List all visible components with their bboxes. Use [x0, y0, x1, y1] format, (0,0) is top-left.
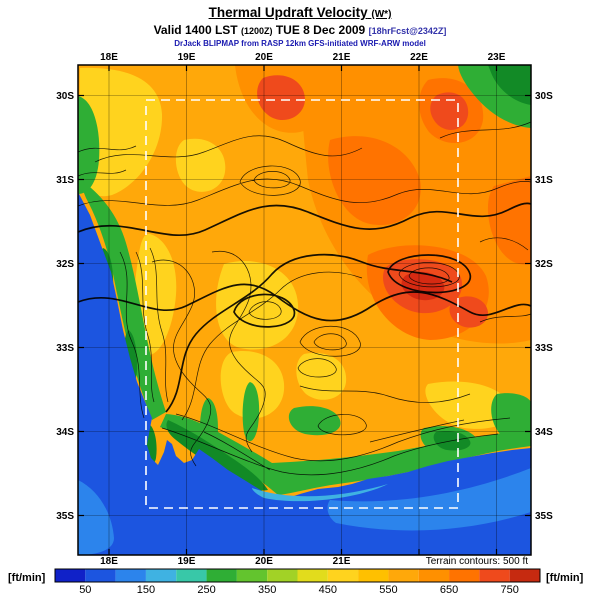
lat-label-left: 35S: [56, 511, 74, 522]
lat-label-left: 32S: [56, 259, 74, 270]
terrain-contour-note: Terrain contours: 500 ft: [426, 556, 528, 567]
ocean-cyan-band: [252, 484, 388, 502]
chart-header: Thermal Updraft Velocity (W*) Valid 1400…: [0, 5, 600, 49]
colorbar-segment: [55, 569, 86, 582]
colorbar-segment: [479, 569, 510, 582]
colorbar-tick-label: 650: [440, 584, 458, 596]
colorbar-segment: [327, 569, 359, 582]
lon-label-top: 20E: [255, 52, 273, 63]
chart-title: Thermal Updraft Velocity (W*): [0, 5, 600, 22]
colorbar-segment: [418, 569, 450, 582]
colorbar-segment: [267, 569, 298, 582]
inner-domain-box: [145, 99, 459, 509]
valid-time-line: Valid 1400 LST (1200Z) TUE 8 Dec 2009 [1…: [0, 23, 600, 38]
lon-label-top: 23E: [488, 52, 506, 63]
ocean-light-patches: [78, 468, 531, 555]
valid-z-time: (1200Z): [240, 25, 273, 36]
lat-label-right: 32S: [535, 259, 553, 270]
lat-label-right: 31S: [535, 175, 553, 186]
lon-label-bottom: 19E: [178, 556, 196, 567]
colorbar-segment: [509, 569, 540, 582]
deeper-orange-regions: [328, 78, 531, 340]
colorbar-segment: [176, 569, 207, 582]
model-attribution: DrJack BLIPMAP from RASP 12km GFS-initia…: [174, 38, 426, 48]
colorbar-tick-label: 450: [319, 584, 337, 596]
graticule: [78, 65, 531, 555]
colorbar-tick-label: 150: [137, 584, 155, 596]
terrain-contours-thick: [77, 202, 532, 413]
unit-label-right: [ft/min]: [546, 572, 584, 584]
lat-label-left: 34S: [56, 427, 74, 438]
colorbar-segment: [236, 569, 268, 582]
colorbar-segment: [449, 569, 480, 582]
colorbar-frame: [54, 568, 541, 583]
lat-label-left: 31S: [56, 175, 74, 186]
lat-label-right: 30S: [535, 91, 553, 102]
valid-date: TUE 8 Dec 2009: [275, 22, 366, 37]
lon-label-bottom: 21E: [333, 556, 351, 567]
colorbar-segment: [206, 569, 237, 582]
lon-label-top: 21E: [333, 52, 351, 63]
lon-label-bottom: 20E: [255, 556, 273, 567]
colorbar-segment: [297, 569, 328, 582]
lat-label-right: 33S: [535, 343, 553, 354]
unit-label-left: [ft/min]: [8, 572, 46, 584]
colorbar-tick-label: 50: [79, 584, 91, 596]
red-hotspots: [257, 75, 489, 328]
axis-ticks: [78, 65, 531, 555]
lat-label-left: 33S: [56, 343, 74, 354]
colorbar-tick-label: 350: [258, 584, 276, 596]
yellow-patches: [79, 67, 512, 429]
lon-label-bottom: 18E: [100, 556, 118, 567]
colorbar-tick-label: 250: [197, 584, 215, 596]
forecast-offset: [18hrFcst@2342Z]: [368, 25, 447, 36]
colorbar-segment: [145, 569, 177, 582]
lat-label-right: 34S: [535, 427, 553, 438]
map-frame: [77, 64, 532, 556]
title-text: Thermal Updraft Velocity: [208, 5, 368, 20]
colorbar: 50 150 250 350 450 550 650 750: [54, 568, 541, 596]
terrain-contours-thin: [77, 121, 532, 476]
lon-label-top: 19E: [178, 52, 196, 63]
valid-time: Valid 1400 LST: [153, 22, 238, 37]
colorbar-segment: [115, 569, 146, 582]
green-patches: [78, 65, 531, 495]
lon-label-top: 22E: [410, 52, 428, 63]
colorbar-segment: [358, 569, 389, 582]
lat-label-left: 30S: [56, 91, 74, 102]
lon-label-top: 18E: [100, 52, 118, 63]
colorbar-segment: [388, 569, 419, 582]
colorbar-tick-label: 550: [379, 584, 397, 596]
lat-label-right: 35S: [535, 511, 553, 522]
colorbar-tick-label: 750: [501, 584, 519, 596]
title-parameter: (W*): [371, 9, 392, 20]
ocean: [78, 192, 531, 555]
colorbar-segment: [85, 569, 116, 582]
